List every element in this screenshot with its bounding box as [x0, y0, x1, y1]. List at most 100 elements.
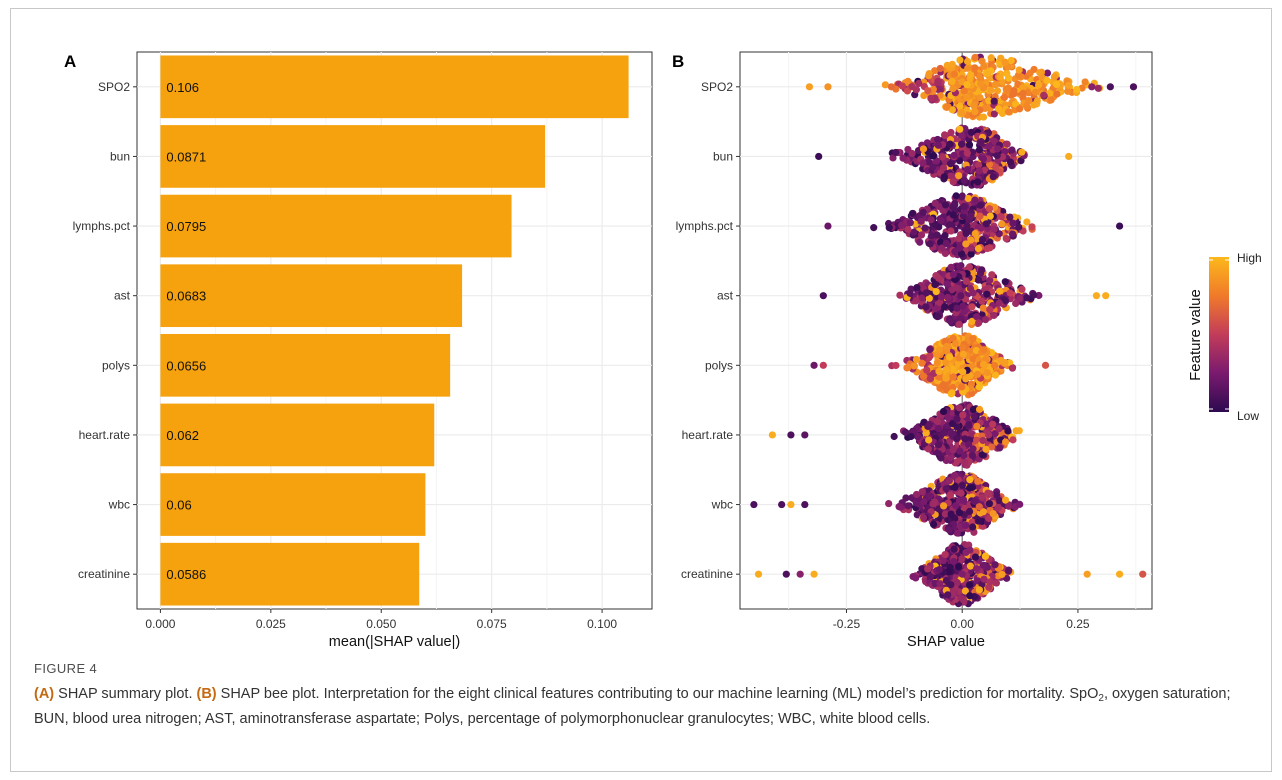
swarm-point-bun — [994, 145, 1002, 153]
swarm-point-polys — [951, 340, 960, 348]
swarm-point-heart.rate — [955, 404, 963, 412]
swarm-point-creatinine — [957, 594, 965, 602]
swarm-outlier-point-creatinine — [796, 570, 804, 578]
swarm-point-lymphs.pct — [952, 192, 960, 200]
swarm-point-heart.rate — [970, 413, 979, 421]
swarm-point-bun — [963, 149, 971, 157]
swarm-point-creatinine — [971, 553, 980, 561]
swarm-point-polys — [972, 346, 980, 355]
swarm-point-polys — [926, 345, 934, 354]
swarm-point-bun — [967, 128, 975, 136]
swarm-point-heart.rate — [996, 444, 1004, 452]
swarm-outlier-point-polys — [819, 361, 827, 369]
swarm-point-bun — [946, 140, 954, 148]
swarm-point-creatinine — [936, 580, 944, 588]
swarm-point-bun — [989, 173, 997, 181]
swarm-point-SPO2 — [887, 83, 895, 91]
swarm-point-SPO2 — [976, 93, 984, 102]
swarm-point-SPO2 — [956, 102, 964, 110]
swarm-point-ast — [943, 280, 951, 288]
swarm-point-polys — [935, 373, 943, 381]
swarm-point-wbc — [941, 510, 950, 518]
swarm-point-lymphs.pct — [955, 244, 964, 252]
swarm-point-lymphs.pct — [949, 211, 957, 219]
swarm-point-creatinine — [935, 565, 944, 574]
swarm-point-SPO2 — [991, 81, 999, 89]
swarm-point-polys — [918, 359, 926, 367]
swarm-point-ast — [955, 320, 963, 328]
swarm-outlier-point-heart.rate — [768, 431, 777, 439]
swarm-point-ast — [934, 312, 942, 321]
swarm-point-heart.rate — [935, 424, 943, 433]
caption-text: (A) SHAP summary plot. (B) SHAP bee plot… — [34, 684, 1249, 730]
swarm-point-bun — [975, 146, 984, 154]
swarm-point-polys — [973, 370, 982, 378]
swarm-point-bun — [981, 166, 989, 174]
figure-frame — [10, 8, 1272, 772]
swarm-point-ast — [969, 289, 977, 297]
swarm-point-polys — [933, 359, 942, 367]
swarm-outlier-point-polys — [810, 361, 818, 369]
swarm-point-ast — [968, 303, 976, 311]
swarm-point-SPO2 — [943, 103, 951, 111]
swarm-point-heart.rate — [1004, 427, 1012, 435]
swarm-point-creatinine — [966, 592, 974, 600]
swarm-point-polys — [926, 375, 934, 383]
swarm-point-SPO2 — [898, 82, 907, 90]
swarm-point-lymphs.pct — [917, 217, 925, 225]
swarm-point-creatinine — [992, 579, 1001, 587]
swarm-point-wbc — [885, 499, 893, 508]
category-label-SPO2: SPO2 — [701, 80, 733, 94]
swarm-point-polys — [939, 380, 948, 389]
swarm-point-wbc — [978, 493, 986, 501]
swarm-point-lymphs.pct — [960, 202, 968, 211]
swarm-point-polys — [962, 375, 970, 383]
swarm-point-wbc — [951, 471, 959, 479]
swarm-point-SPO2 — [1073, 85, 1081, 94]
swarm-point-ast — [1018, 285, 1026, 293]
swarm-point-SPO2 — [971, 64, 979, 72]
swarm-point-ast — [978, 297, 986, 305]
panel-a-x-axis-title: mean(|SHAP value|) — [329, 634, 460, 650]
swarm-point-ast — [996, 287, 1004, 295]
swarm-outlier-point-SPO2 — [1088, 83, 1096, 91]
swarm-point-SPO2 — [994, 105, 1003, 113]
swarm-point-ast — [957, 292, 965, 300]
category-label-lymphs.pct: lymphs.pct — [73, 219, 131, 233]
swarm-point-heart.rate — [973, 436, 981, 444]
swarm-point-SPO2 — [1007, 56, 1015, 65]
swarm-point-ast — [973, 313, 981, 321]
swarm-point-creatinine — [941, 550, 949, 559]
swarm-point-lymphs.pct — [964, 194, 972, 203]
swarm-point-bun — [1018, 148, 1026, 156]
swarm-point-lymphs.pct — [910, 228, 918, 236]
swarm-point-wbc — [992, 491, 1001, 499]
swarm-point-lymphs.pct — [967, 236, 975, 244]
swarm-point-heart.rate — [1002, 438, 1010, 446]
swarm-outlier-point-lymphs.pct — [824, 222, 832, 230]
swarm-point-SPO2 — [967, 71, 975, 79]
swarm-point-SPO2 — [958, 109, 966, 117]
swarm-outlier-point-wbc — [778, 500, 786, 509]
bar-value-label-polys: 0.0656 — [166, 358, 206, 373]
swarm-point-ast — [935, 274, 943, 282]
swarm-point-wbc — [969, 523, 977, 531]
swarm-point-SPO2 — [979, 113, 988, 121]
swarm-point-bun — [934, 135, 942, 144]
swarm-point-creatinine — [926, 573, 935, 581]
swarm-point-polys — [949, 373, 957, 381]
swarm-point-bun — [965, 141, 974, 149]
bar-value-label-creatinine: 0.0586 — [166, 567, 206, 582]
swarm-point-heart.rate — [975, 405, 984, 413]
swarm-point-SPO2 — [915, 79, 923, 88]
swarm-point-ast — [1016, 294, 1024, 303]
swarm-point-wbc — [965, 484, 974, 492]
swarm-point-ast — [925, 294, 933, 302]
swarm-point-creatinine — [966, 581, 974, 589]
category-label-creatinine: creatinine — [78, 567, 130, 581]
swarm-point-lymphs.pct — [1002, 234, 1010, 243]
swarm-point-polys — [983, 368, 991, 377]
swarm-point-wbc — [902, 494, 910, 502]
x-tick-label: 0.00 — [951, 617, 975, 631]
bar-value-label-ast: 0.0683 — [166, 289, 206, 304]
